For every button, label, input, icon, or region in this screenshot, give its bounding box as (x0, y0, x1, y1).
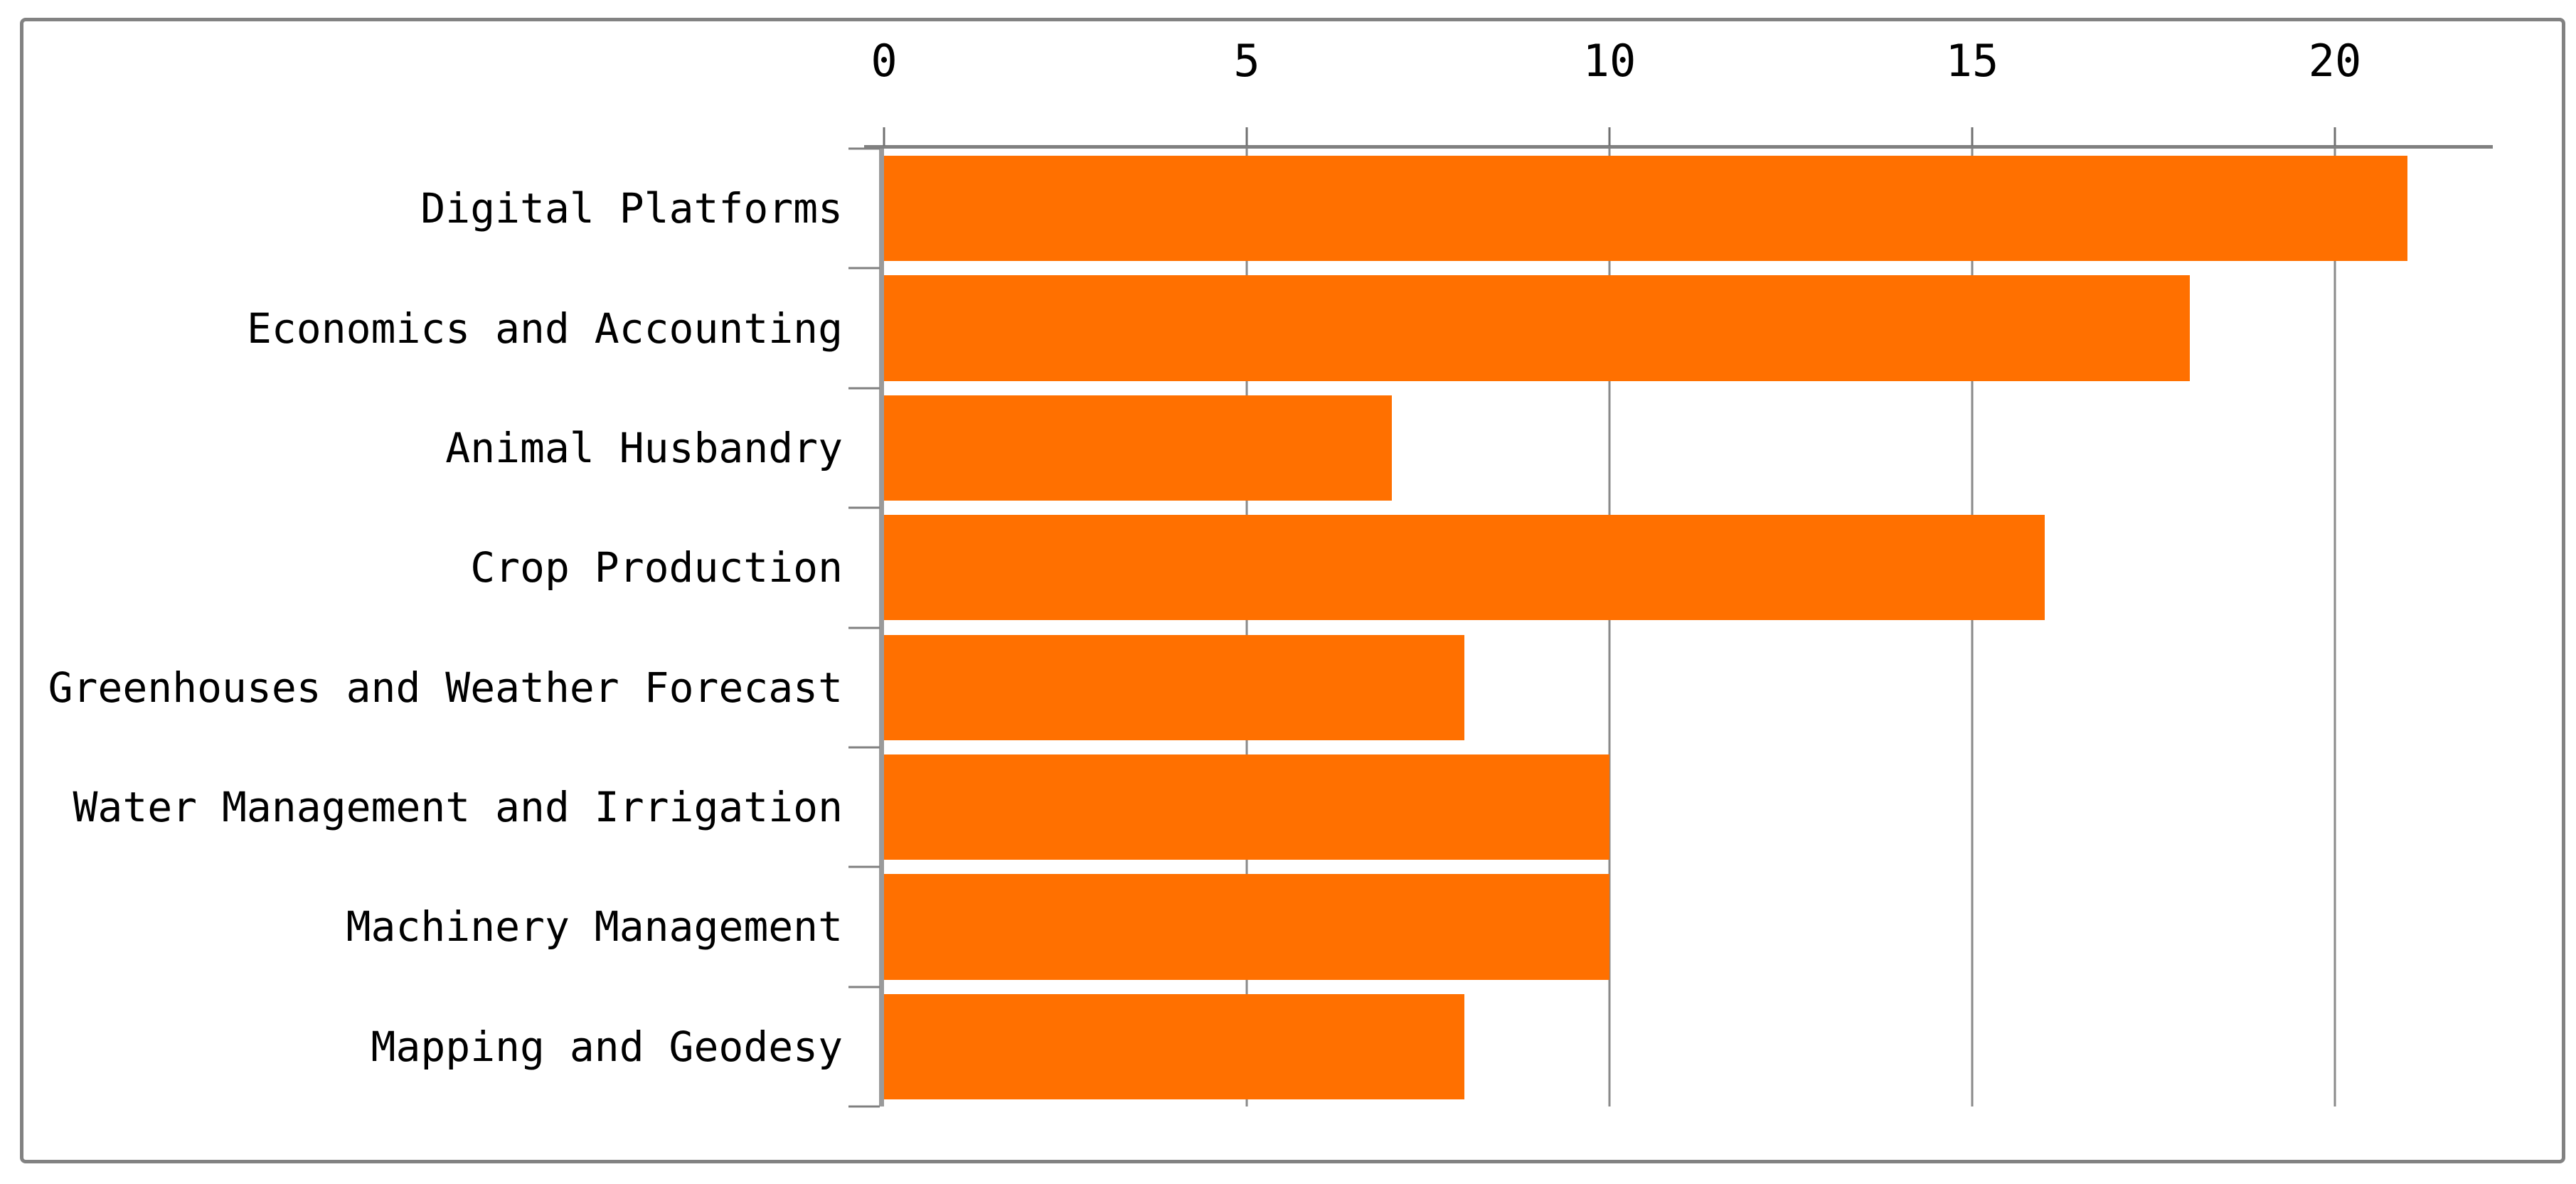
bar-greenhouses-and-weather-forecast (884, 634, 1464, 740)
value-axis-tick-label: 10 (1582, 35, 1636, 87)
gridline-20 (2333, 149, 2336, 1106)
category-axis-tick (848, 1105, 880, 1108)
value-axis-tick-label: 15 (1945, 35, 1999, 87)
category-label-machinery-management: Machinery Management (346, 902, 843, 951)
category-axis-line (879, 149, 884, 1106)
value-axis-tick-0 (883, 127, 885, 146)
value-axis-tick-10 (1608, 127, 1611, 146)
category-label-economics-and-accounting: Economics and Accounting (246, 304, 843, 353)
category-label-digital-platforms: Digital Platforms (420, 184, 843, 233)
category-axis-tick (848, 267, 880, 270)
bar-mapping-and-geodesy (884, 993, 1464, 1099)
gridline-5 (1245, 149, 1248, 1106)
value-axis-tick-15 (1971, 127, 1974, 146)
category-axis-tick (848, 626, 880, 629)
plot-area: 0 5 10 15 20 (848, 35, 2493, 1108)
category-axis-tick (848, 746, 880, 749)
category-label-greenhouses-and-weather-forecast: Greenhouses and Weather Forecast (48, 663, 843, 712)
category-label-crop-production: Crop Production (470, 543, 843, 592)
bar-animal-husbandry (884, 395, 1392, 501)
bar-economics-and-accounting (884, 275, 2190, 381)
category-axis-tick (848, 147, 880, 150)
category-axis-tick (848, 506, 880, 509)
bar-machinery-management (884, 874, 1609, 980)
category-axis-labels: Digital Platforms Economics and Accountin… (28, 149, 843, 1106)
category-axis-tick (848, 865, 880, 868)
category-axis-tick (848, 387, 880, 390)
value-axis-tick-20 (2333, 127, 2336, 146)
gridline-15 (1971, 149, 1974, 1106)
bar-water-management-and-irrigation (884, 754, 1609, 860)
value-axis-line (864, 145, 2493, 149)
value-axis-tick-label: 0 (871, 35, 898, 87)
category-label-mapping-and-geodesy: Mapping and Geodesy (371, 1022, 843, 1071)
value-axis-tick-label: 5 (1233, 35, 1260, 87)
category-label-water-management-and-irrigation: Water Management and Irrigation (73, 783, 843, 832)
bar-digital-platforms (884, 156, 2407, 262)
category-label-animal-husbandry: Animal Husbandry (445, 423, 843, 472)
bar-crop-production (884, 515, 2045, 621)
value-axis-tick-5 (1245, 127, 1248, 146)
value-axis-tick-label: 20 (2308, 35, 2362, 87)
category-axis-tick (848, 986, 880, 988)
gridline-10 (1608, 149, 1611, 1106)
